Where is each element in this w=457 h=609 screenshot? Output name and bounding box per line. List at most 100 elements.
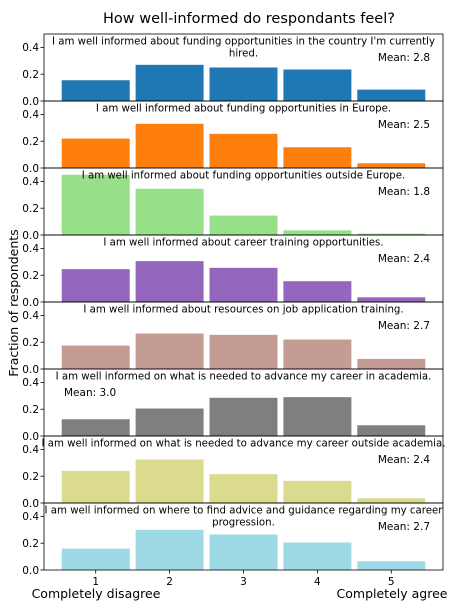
bar-panel-7-cat-4 (283, 480, 352, 503)
chart-title: How well-informed do respondants feel? (103, 11, 395, 27)
mean-label: Mean: 3.0 (64, 387, 116, 399)
bar-panel-4-cat-5 (357, 297, 426, 302)
panel-4: 0.0 0.2 0.4 I am well informed about career… (22, 234, 444, 309)
bar-panel-5-cat-1 (61, 345, 130, 369)
panel-title: I am well informed on what is needed to … (42, 439, 446, 450)
panel-1: 0.0 0.2 0.4 I am well informed about fundin… (22, 33, 444, 108)
mean-label: Mean: 2.4 (378, 454, 431, 466)
bar-panel-6-cat-4 (283, 397, 352, 436)
bar-panel-4-cat-3 (209, 267, 278, 302)
bar-panel-3-cat-3 (209, 215, 278, 235)
y-tick-label: 0.2 (22, 471, 39, 483)
right-end-label: Completely agree (337, 586, 448, 601)
y-tick-label: 0.2 (22, 404, 39, 416)
panel-6: 0.0 0.2 0.4 I am well informed on what is n… (22, 368, 444, 443)
y-tick-label: 0.0 (22, 297, 39, 309)
panel-2: 0.0 0.2 0.4 I am well informed about fundin… (22, 100, 444, 175)
x-tick-label: 2 (166, 576, 173, 588)
bar-panel-7-cat-3 (209, 474, 278, 503)
y-tick-label: 0.0 (22, 364, 39, 376)
bar-panel-3-cat-5 (357, 233, 426, 235)
panels: 0.0 0.2 0.4 I am well informed about fundin… (22, 33, 446, 588)
bar-panel-3-cat-2 (135, 188, 204, 235)
panel-8: 0.0 0.2 0.4 I am well informed on where to … (22, 502, 444, 577)
y-tick-label: 0.4 (22, 444, 39, 456)
bar-panel-1-cat-1 (61, 80, 130, 101)
bar-panel-2-cat-5 (357, 163, 426, 168)
mean-label: Mean: 2.7 (378, 320, 430, 332)
bar-panel-2-cat-1 (61, 138, 130, 168)
bar-panel-4-cat-2 (135, 261, 204, 302)
bar-panel-5-cat-3 (209, 334, 278, 369)
panel-title: I am well informed about resources on jo… (83, 305, 403, 316)
y-tick-label: 0.4 (22, 310, 39, 322)
bar-panel-7-cat-5 (357, 498, 426, 503)
panel-title: hired. (229, 49, 258, 60)
bar-panel-1-cat-4 (283, 69, 352, 101)
bar-panel-8-cat-3 (209, 534, 278, 570)
bar-panel-7-cat-1 (61, 470, 130, 503)
y-tick-label: 0.2 (22, 337, 39, 349)
y-tick-label: 0.4 (22, 511, 39, 523)
x-tick-label: 3 (240, 576, 247, 588)
bar-panel-2-cat-3 (209, 133, 278, 168)
bar-panel-1-cat-3 (209, 67, 278, 101)
mean-label: Mean: 2.4 (378, 253, 431, 265)
mean-label: Mean: 1.8 (378, 186, 430, 198)
bar-panel-8-cat-4 (283, 542, 352, 570)
panel-title: progression. (212, 518, 275, 529)
panel-title: I am well informed on where to find advi… (45, 506, 444, 517)
bar-panel-4-cat-4 (283, 281, 352, 302)
mean-label: Mean: 2.8 (378, 52, 430, 64)
panel-title: I am well informed on what is needed to … (56, 372, 432, 383)
y-tick-label: 0.0 (22, 498, 39, 510)
bar-panel-1-cat-2 (135, 64, 204, 101)
x-tick-label: 1 (92, 576, 99, 588)
left-end-label: Completely disagree (32, 586, 161, 601)
y-tick-label: 0.4 (22, 42, 39, 54)
bar-panel-5-cat-4 (283, 339, 352, 369)
x-tick-label: 4 (314, 576, 321, 588)
panel-title: I am well informed about funding opportu… (82, 171, 406, 182)
bar-panel-3-cat-1 (61, 174, 130, 235)
bar-panel-5-cat-5 (357, 358, 426, 369)
y-tick-label: 0.2 (22, 270, 39, 282)
y-tick-label: 0.4 (22, 377, 39, 389)
bar-panel-2-cat-4 (283, 147, 352, 168)
y-tick-label: 0.2 (22, 136, 39, 148)
bar-panel-7-cat-2 (135, 459, 204, 503)
panel-3: 0.0 0.2 0.4 I am well informed about fundin… (22, 167, 444, 242)
y-tick-label: 0.4 (22, 109, 39, 121)
panel-title: I am well informed about funding opportu… (52, 37, 435, 48)
bar-panel-8-cat-5 (357, 561, 426, 570)
bar-panel-8-cat-2 (135, 529, 204, 570)
y-tick-label: 0.0 (22, 163, 39, 175)
y-tick-label: 0.0 (22, 431, 39, 443)
bar-panel-2-cat-2 (135, 123, 204, 168)
mean-label: Mean: 2.7 (378, 521, 430, 533)
bar-panel-8-cat-1 (61, 548, 130, 570)
panel-title: I am well informed about career training… (103, 238, 383, 249)
bar-panel-4-cat-1 (61, 269, 130, 302)
x-tick-label: 5 (388, 576, 395, 588)
panel-5: 0.0 0.2 0.4 I am well informed about resour… (22, 301, 444, 376)
y-tick-label: 0.2 (22, 203, 39, 215)
bar-panel-5-cat-2 (135, 333, 204, 369)
y-tick-label: 0.2 (22, 538, 39, 550)
bar-panel-6-cat-5 (357, 425, 426, 436)
y-tick-label: 0.0 (22, 230, 39, 242)
bar-panel-6-cat-3 (209, 397, 278, 436)
y-tick-label: 0.2 (22, 69, 39, 81)
y-axis-label: Fraction of respondents (6, 229, 21, 376)
bar-panel-6-cat-1 (61, 419, 130, 436)
bar-panel-1-cat-5 (357, 89, 426, 101)
mean-label: Mean: 2.5 (378, 119, 430, 131)
panel-title: I am well informed about funding opportu… (96, 104, 391, 115)
bar-panel-3-cat-4 (283, 230, 352, 235)
y-tick-label: 0.4 (22, 176, 39, 188)
y-tick-label: 0.0 (22, 96, 39, 108)
bar-panel-6-cat-2 (135, 408, 204, 436)
y-tick-label: 0.0 (22, 565, 39, 577)
panel-7: 0.0 0.2 0.4I am well informed on what is n… (22, 435, 446, 510)
